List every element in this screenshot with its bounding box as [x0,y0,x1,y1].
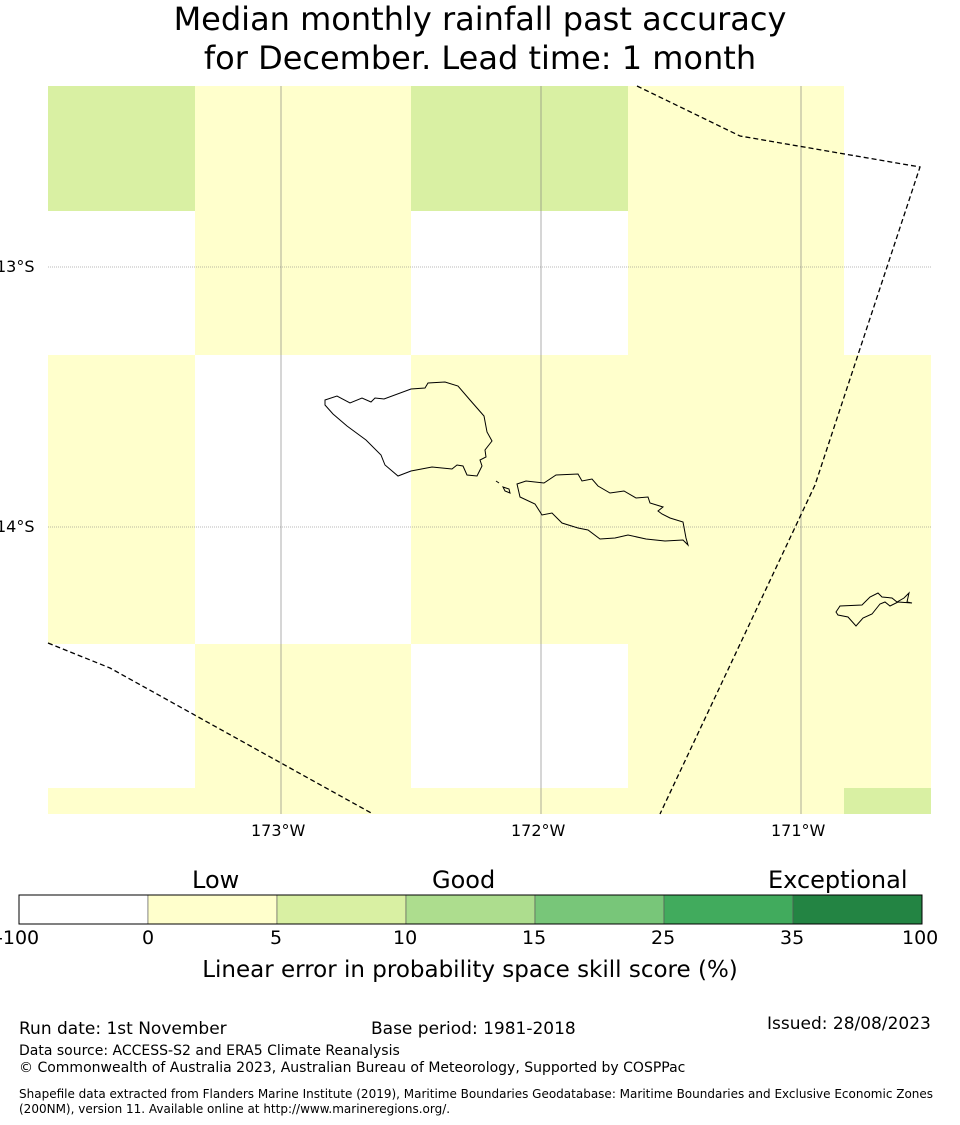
grid-cell [411,86,628,211]
grid-cell [48,788,844,814]
lat-label: 14°S [0,517,35,536]
grid-cell [628,211,844,355]
colorbar-swatch [18,894,149,925]
island-savaii [324,381,493,477]
colorbar-swatch [405,894,536,925]
graticule [48,86,931,814]
grid-cell [411,355,931,644]
colorbar-label: Linear error in probability space skill … [202,957,738,983]
colorbar-swatch [147,894,278,925]
base-period: Base period: 1981-2018 [371,1019,576,1039]
colorbar-tick: 0 [142,927,155,949]
grid-cell [195,86,411,211]
colorbar-category: Low [192,866,240,894]
colorbar-swatch [792,894,923,925]
colorbar-swatch [276,894,407,925]
colorbar-tick: 35 [780,927,805,949]
colorbar-tick: 10 [393,927,418,949]
grid-cell [844,788,931,814]
copyright: © Commonwealth of Australia 2023, Austra… [19,1060,686,1076]
issued-date: Issued: 28/08/2023 [767,1014,931,1034]
grid-cell [195,644,411,788]
colorbar-tick: 100 [902,927,939,949]
data-source: Data source: ACCESS-S2 and ERA5 Climate … [19,1043,400,1059]
colorbar-swatch [534,894,665,925]
grid-cell [195,211,411,355]
island-upolu [516,473,690,547]
title-line-2: for December. Lead time: 1 month [203,39,757,77]
colorbar-swatch [663,894,794,925]
colorbar-category: Exceptional [768,866,908,894]
maritime-boundaries [47,85,921,815]
skill-grid [48,86,931,814]
map-title: Median monthly rainfall past accuracy fo… [0,0,960,78]
colorbar-tick: 5 [270,927,283,949]
colorbar [18,894,923,925]
lat-label: 13°S [0,257,35,276]
colorbar-tick: -100 [0,927,40,949]
colorbar-tick: 25 [651,927,676,949]
islet-apolima [502,486,511,494]
shapefile-credit-2: (200NM), version 11. Available online at… [19,1102,451,1116]
colorbar-category: Good [432,866,496,894]
shapefile-credit-1: Shapefile data extracted from Flanders M… [19,1087,934,1101]
skill-map [47,85,931,815]
islet-manono [495,480,500,484]
grid-cell [628,644,931,788]
run-date: Run date: 1st November [19,1019,227,1039]
colorbar-tick: 15 [522,927,547,949]
lon-label: 173°W [251,821,306,840]
lon-label: 172°W [511,821,566,840]
grid-cell [48,355,195,644]
eez-boundary-north [636,85,921,815]
island-tutuila [835,591,913,627]
grid-cell [628,86,844,211]
coastlines [324,381,913,627]
title-line-1: Median monthly rainfall past accuracy [173,0,787,38]
grid-cell [48,86,195,211]
eez-boundary-southwest [47,642,374,815]
lon-label: 171°W [771,821,826,840]
